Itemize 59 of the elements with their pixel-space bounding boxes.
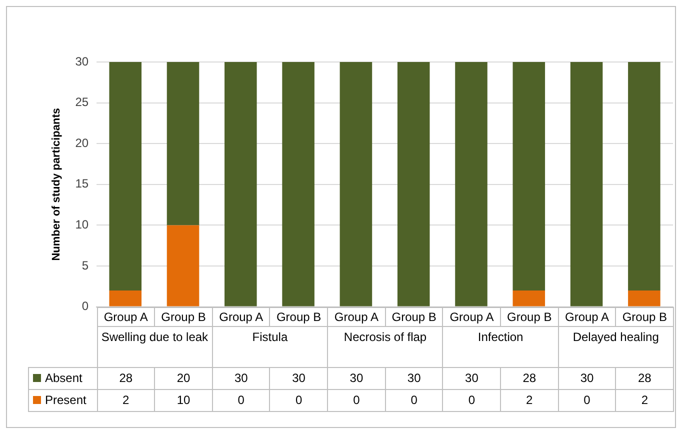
- text: Swelling due to leak: [96, 326, 213, 368]
- data-label: 10: [154, 388, 213, 412]
- y-tick-label: 15: [75, 176, 89, 191]
- data-label: 30: [442, 366, 502, 390]
- x-tick-label: Group A: [327, 306, 386, 327]
- bar: [282, 62, 314, 306]
- bar: [512, 62, 546, 290]
- x-tick-label: Group B: [615, 306, 674, 327]
- y-tick-label: 5: [82, 258, 89, 272]
- x-tick-label: Group B: [269, 306, 328, 327]
- x-tick-label: Group B: [384, 306, 444, 327]
- data-label: 28: [615, 366, 674, 390]
- x-tick-label: Group A: [96, 306, 156, 327]
- bar: [166, 225, 200, 306]
- data-label: 0: [384, 388, 444, 412]
- data-label: 0: [269, 388, 328, 412]
- bar: [397, 62, 430, 306]
- data-label: 2: [615, 388, 674, 412]
- bar: [224, 62, 257, 306]
- y-tick-label: 25: [75, 95, 89, 110]
- data-label: 30: [327, 366, 386, 390]
- data-label: 30: [212, 366, 270, 390]
- y-tick-label: 0: [82, 299, 89, 314]
- x-tick-label: Group B: [154, 306, 213, 327]
- data-label: 30: [558, 366, 616, 390]
- bar: [512, 290, 546, 306]
- data-label: 30: [384, 366, 444, 390]
- data-label: 0: [327, 388, 386, 412]
- bar: [166, 62, 200, 226]
- text: Delayed healing: [558, 326, 674, 368]
- data-label: 30: [269, 366, 328, 390]
- data-label: 28: [500, 366, 559, 390]
- y-tick-label: 20: [75, 136, 89, 150]
- x-tick-label: Group A: [442, 306, 502, 327]
- y-axis-title: Number of study participants: [50, 108, 63, 261]
- y-tick-label: 10: [75, 218, 89, 232]
- bar: [455, 62, 488, 306]
- bar: [340, 62, 372, 306]
- data-label: 0: [442, 388, 502, 412]
- text: Necrosis of flap: [327, 326, 444, 368]
- data-label: 2: [96, 388, 156, 412]
- text: Infection: [442, 326, 559, 368]
- text: Fistula: [212, 326, 328, 368]
- data-label: 20: [154, 366, 213, 390]
- data-label: 0: [558, 388, 616, 412]
- legend-label: Absent: [28, 366, 98, 390]
- x-tick-label: Group A: [558, 306, 616, 327]
- x-tick-label: Group B: [500, 306, 559, 327]
- bar: [628, 62, 660, 290]
- data-label: 2: [500, 388, 559, 412]
- bar: [109, 62, 142, 290]
- bar: [109, 290, 142, 306]
- bar: [628, 290, 660, 306]
- legend-label: Present: [28, 388, 98, 412]
- y-tick-label: 30: [75, 54, 89, 68]
- data-label: 28: [96, 366, 156, 390]
- bar: [570, 62, 603, 306]
- data-label: 0: [212, 388, 270, 412]
- x-tick-label: Group A: [212, 306, 270, 327]
